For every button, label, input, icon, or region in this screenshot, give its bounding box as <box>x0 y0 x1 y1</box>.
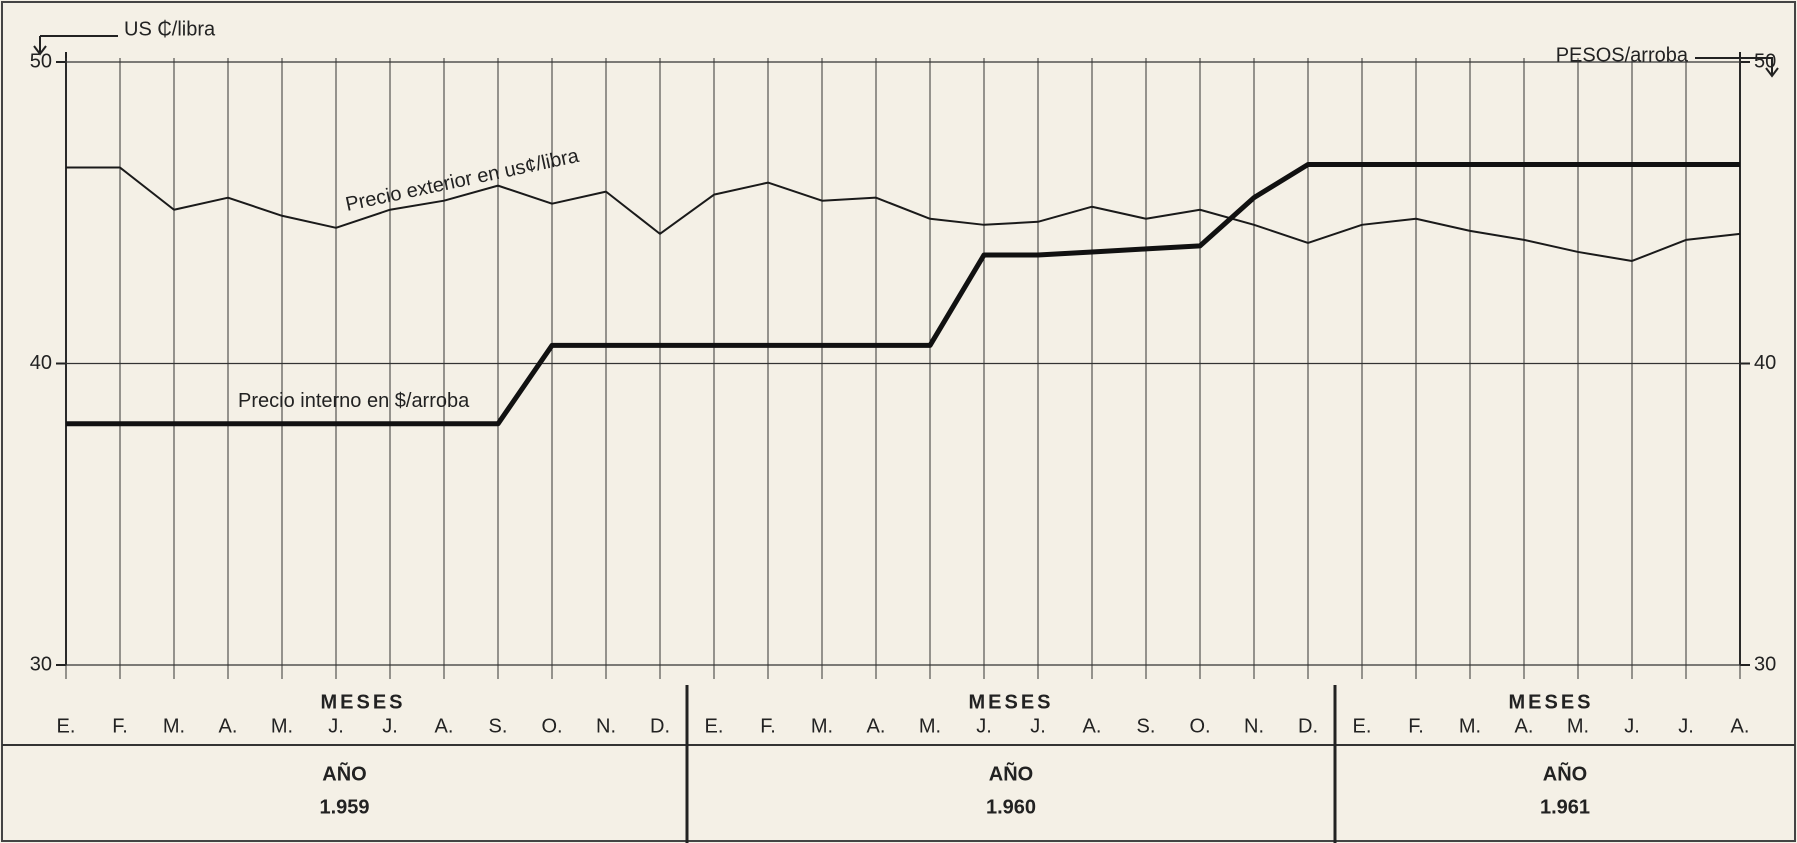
x-tick-label: A. <box>435 715 454 737</box>
y2-axis-label: PESOS/arroba <box>1556 44 1689 66</box>
x-tick-label: D. <box>1298 715 1318 737</box>
x-tick-label: F. <box>1408 715 1424 737</box>
x-tick-label: E. <box>57 715 76 737</box>
x-tick-label: D. <box>650 715 670 737</box>
x-tick-label: J. <box>1624 715 1640 737</box>
series-line <box>66 166 1741 262</box>
x-tick-label: J. <box>1678 715 1694 737</box>
x-tick-label: M. <box>1567 715 1589 737</box>
x-tick-label: O. <box>1189 715 1210 737</box>
y2-tick-label: 50 <box>1754 50 1776 72</box>
x-tick-label: A. <box>1515 715 1534 737</box>
x-tick-label: J. <box>1030 715 1046 737</box>
x-tick-label: F. <box>112 715 128 737</box>
months-heading: MESES <box>320 691 405 713</box>
year-heading: AÑO <box>1543 762 1587 785</box>
x-tick-label: E. <box>1353 715 1372 737</box>
x-tick-label: A. <box>867 715 886 737</box>
year-label: 1.959 <box>319 796 369 818</box>
y-tick-label: 40 <box>30 352 52 374</box>
y-tick-label: 50 <box>30 50 52 72</box>
x-tick-label: M. <box>811 715 833 737</box>
x-tick-label: A. <box>1083 715 1102 737</box>
y-tick-label: 30 <box>30 653 52 675</box>
y-axis-arrow <box>33 35 118 56</box>
year-label: 1.961 <box>1540 796 1590 818</box>
y2-axis-arrow <box>1695 57 1779 78</box>
year-label: 1.960 <box>986 796 1036 818</box>
x-tick-label: J. <box>382 715 398 737</box>
series-line <box>66 162 1740 427</box>
months-heading: MESES <box>1508 691 1593 713</box>
x-tick-label: N. <box>596 715 616 737</box>
x-tick-label: M. <box>1459 715 1481 737</box>
x-tick-label: S. <box>489 715 508 737</box>
y2-tick-label: 30 <box>1754 653 1776 675</box>
x-tick-label: A. <box>1731 715 1750 737</box>
y-axis-label: US ₵/libra <box>124 18 216 40</box>
months-heading: MESES <box>968 691 1053 713</box>
x-tick-label: F. <box>760 715 776 737</box>
x-tick-label: S. <box>1137 715 1156 737</box>
x-tick-label: N. <box>1244 715 1264 737</box>
year-heading: AÑO <box>322 762 366 785</box>
y2-tick-label: 40 <box>1754 352 1776 374</box>
x-tick-label: O. <box>541 715 562 737</box>
x-tick-label: J. <box>328 715 344 737</box>
x-tick-label: J. <box>976 715 992 737</box>
x-tick-label: E. <box>705 715 724 737</box>
x-tick-label: M. <box>919 715 941 737</box>
x-tick-label: A. <box>219 715 238 737</box>
x-tick-label: M. <box>163 715 185 737</box>
series-annotation: Precio interno en $/arroba <box>238 390 470 412</box>
year-heading: AÑO <box>989 762 1033 785</box>
x-tick-label: M. <box>271 715 293 737</box>
